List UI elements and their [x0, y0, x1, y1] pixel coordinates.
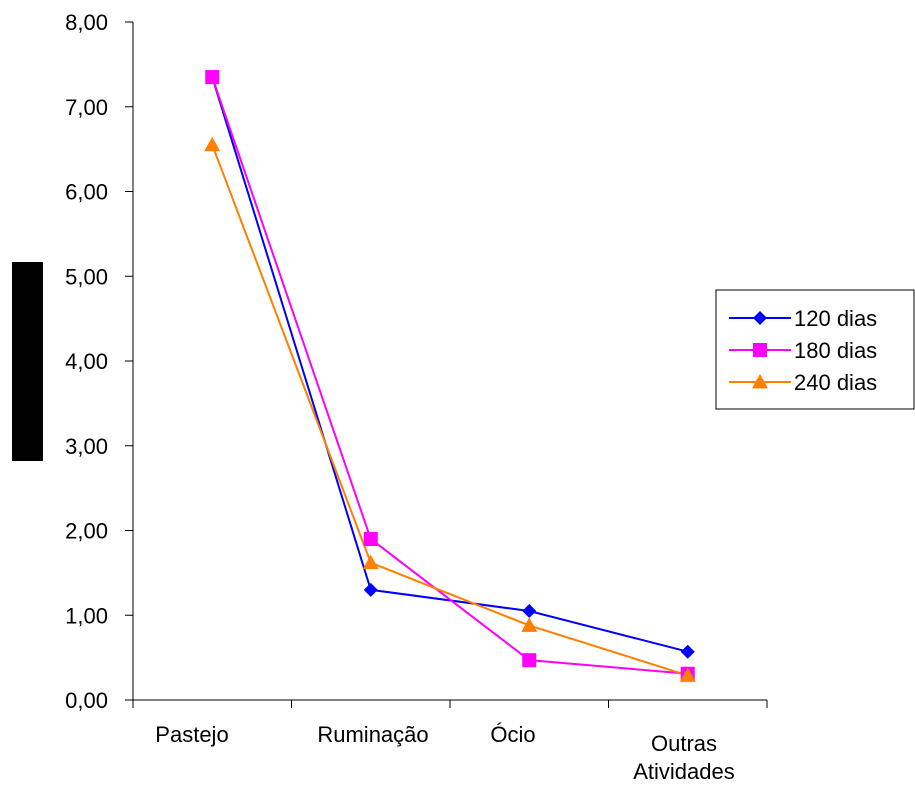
x-tick-label: Ócio — [490, 722, 535, 747]
y-tick-label: 3,00 — [65, 434, 108, 459]
legend-label: 240 dias — [794, 370, 877, 395]
x-tick-label-line: Atividades — [633, 759, 735, 784]
series-line — [211, 76, 688, 675]
series-line — [211, 76, 688, 653]
x-tick-label-line: Outras — [651, 731, 717, 756]
series-lines — [204, 70, 696, 682]
y-tick-label: 1,00 — [65, 603, 108, 628]
legend-label: 120 dias — [794, 306, 877, 331]
data-point-diamond — [363, 582, 378, 597]
x-tick-label: Ruminação — [317, 722, 428, 747]
data-point-square — [205, 70, 220, 85]
data-point-square — [363, 531, 378, 546]
data-point-triangle — [752, 374, 768, 389]
data-point-triangle — [679, 667, 696, 682]
x-tick-label: Outras Atividades — [633, 731, 735, 784]
data-point-diamond — [680, 644, 695, 659]
series-line — [211, 144, 689, 677]
y-tick-label: 4,00 — [65, 349, 108, 374]
legend: 120 dias 180 dias 240 dias — [715, 289, 915, 410]
y-tick-label: 6,00 — [65, 180, 108, 205]
data-point-diamond — [522, 604, 537, 619]
x-tick-label: Pastejo — [155, 722, 228, 747]
x-tick-label-line: Pastejo — [155, 722, 228, 747]
data-point-square — [753, 343, 767, 357]
y-tick-label: 5,00 — [65, 264, 108, 289]
legend-label: 180 dias — [794, 338, 877, 363]
data-point-triangle — [362, 554, 379, 570]
data-point-square — [522, 653, 537, 668]
redacted-axis-title-block — [12, 262, 43, 461]
y-tick-label: 7,00 — [65, 95, 108, 120]
y-tick-label: 8,00 — [65, 10, 108, 35]
x-tick-label-line: Ócio — [490, 722, 535, 747]
y-tick-label: 0,00 — [65, 688, 108, 713]
axes: 0,00 1,00 2,00 3,00 4,00 5,00 6,00 7,00 8,00 Past… — [65, 10, 768, 784]
data-point-triangle — [521, 617, 538, 632]
data-point-triangle — [204, 136, 221, 152]
data-point-diamond — [753, 311, 767, 325]
x-tick-label-line: Ruminação — [317, 722, 428, 747]
y-tick-label: 2,00 — [65, 519, 108, 544]
